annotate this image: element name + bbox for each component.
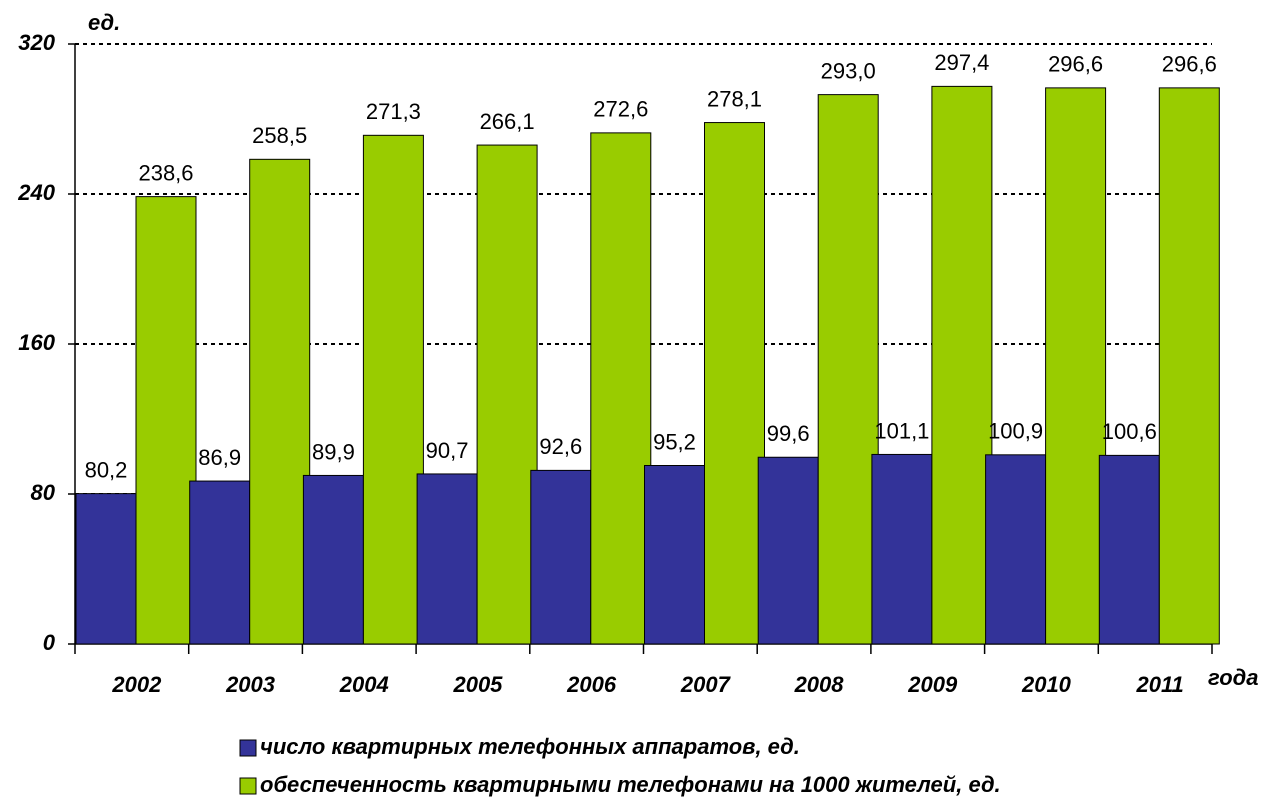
value-label: 293,0	[821, 58, 876, 83]
bar	[1045, 87, 1107, 645]
bar	[249, 158, 311, 645]
bar	[75, 493, 137, 645]
value-label: 99,6	[767, 421, 810, 446]
x-tick-label: 2005	[452, 672, 503, 697]
x-axis-label: года	[1208, 665, 1258, 690]
x-tick-label: 2008	[794, 672, 845, 697]
x-tick-label: 2003	[225, 672, 275, 697]
value-label: 90,7	[426, 438, 469, 463]
value-label: 258,5	[252, 123, 307, 148]
y-tick-label: 160	[18, 330, 55, 355]
y-tick-label: 320	[18, 30, 55, 55]
x-tick-label: 2007	[680, 672, 732, 697]
value-label: 272,6	[593, 97, 648, 122]
value-label: 86,9	[198, 445, 241, 470]
bar	[985, 454, 1047, 645]
bar	[189, 480, 251, 645]
value-label: 92,6	[539, 434, 582, 459]
x-tick-label: 2009	[907, 672, 958, 697]
bar	[757, 456, 819, 645]
value-label: 271,3	[366, 99, 421, 124]
legend-swatch	[239, 739, 257, 757]
value-label: 100,9	[988, 419, 1043, 444]
value-label: 238,6	[138, 160, 193, 185]
bar	[590, 132, 652, 645]
value-label: 266,1	[480, 109, 535, 134]
legend-label: обеспеченность квартирными телефонами на…	[260, 772, 1001, 797]
y-tick-label: 80	[31, 480, 56, 505]
value-label: 100,6	[1102, 419, 1157, 444]
value-label: 278,1	[707, 86, 762, 111]
bar	[817, 94, 879, 645]
bar	[644, 465, 705, 645]
bar	[530, 469, 592, 645]
x-tick-label: 2006	[566, 672, 617, 697]
bar	[362, 134, 424, 645]
value-label: 95,2	[653, 429, 696, 454]
y-tick-label: 0	[43, 630, 56, 655]
bar	[1158, 87, 1220, 645]
x-tick-label: 2011	[1135, 672, 1183, 697]
value-label: 101,1	[874, 418, 929, 443]
y-tick-label: 240	[17, 180, 55, 205]
bar	[135, 196, 197, 645]
x-tick-label: 2004	[339, 672, 389, 697]
value-label: 296,6	[1162, 52, 1217, 77]
bar	[871, 453, 933, 645]
legend-swatch	[239, 777, 257, 795]
bar	[302, 474, 364, 645]
x-tick-label: 2010	[1021, 672, 1072, 697]
legend-label: число квартирных телефонных аппаратов, е…	[260, 734, 800, 759]
x-tick-label: 2002	[111, 672, 162, 697]
value-label: 297,4	[934, 50, 989, 75]
bar	[476, 144, 538, 645]
y-axis-label: ед.	[88, 10, 120, 35]
value-label: 80,2	[85, 457, 128, 482]
value-label: 296,6	[1048, 52, 1103, 77]
bar	[1098, 454, 1160, 645]
bar	[704, 122, 765, 645]
value-label: 89,9	[312, 439, 355, 464]
bar	[416, 473, 478, 645]
bar	[931, 85, 993, 645]
